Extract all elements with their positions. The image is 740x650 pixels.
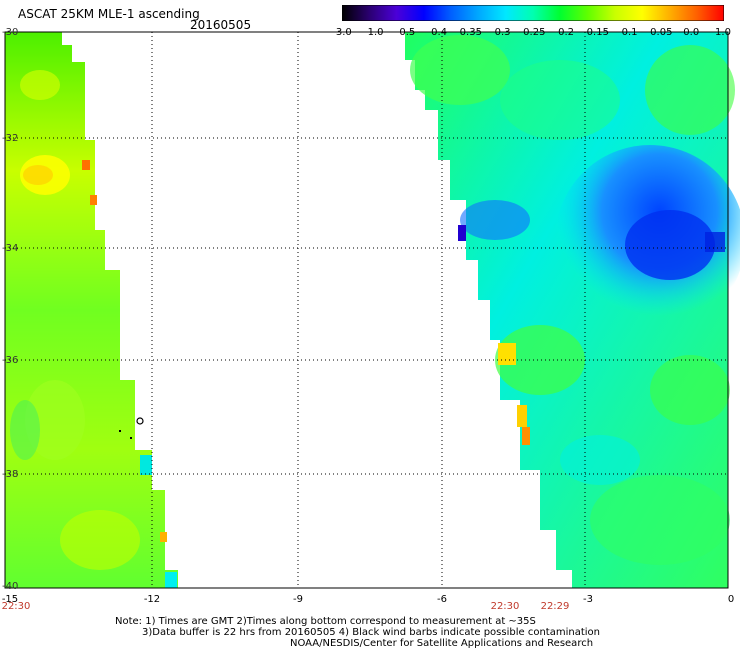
lat-label: -30: [2, 27, 19, 38]
time-label: 22:30: [1, 601, 31, 612]
colorbar-tick-label: -0.2: [554, 27, 575, 38]
lon-label: 0: [727, 594, 735, 605]
colorbar-tick-label: -0.25: [519, 27, 546, 38]
colorbar-tick-label: 0.0: [683, 27, 700, 38]
colorbar-tick-label: -3.0: [332, 27, 352, 38]
map-title: ASCAT 25KM MLE-1 ascending: [18, 7, 200, 21]
note-line-3: NOAA/NESDIS/Center for Satellite Applica…: [290, 638, 594, 649]
graticule: [5, 32, 728, 588]
colorbar: [342, 5, 724, 21]
lon-label: -6: [437, 594, 447, 605]
right-swath: [405, 32, 740, 588]
note-line-1: Note: 1) Times are GMT 2)Times along bot…: [115, 616, 536, 627]
colorbar-tick-label: -0.35: [456, 27, 482, 38]
time-label: 22:30: [490, 601, 520, 612]
colorbar-gradient: [342, 5, 724, 21]
lat-label: -40: [2, 581, 19, 592]
colorbar-tick-label: 1.0: [715, 27, 731, 38]
lat-label: -32: [2, 133, 19, 144]
lon-label: -12: [143, 594, 161, 605]
lat-label: -36: [2, 355, 19, 366]
colorbar-tick-label: -0.4: [427, 27, 448, 38]
lat-label: -38: [2, 469, 19, 480]
lat-label: -34: [2, 243, 19, 254]
left-swath: [5, 32, 178, 588]
colorbar-tick-label: -1.0: [363, 27, 384, 38]
map-date: 20160505: [190, 18, 252, 32]
colorbar-tick-label: -0.05: [646, 27, 673, 38]
lon-label: -9: [293, 594, 303, 605]
colorbar-tick-label: -0.3: [490, 27, 511, 38]
colorbar-tick-label: -0.5: [395, 27, 416, 38]
lon-label: -15: [1, 594, 19, 605]
colorbar-tick-label: -0.1: [617, 27, 638, 38]
note-line-2: 3)Data buffer is 22 hrs from 20160505 4)…: [142, 627, 600, 638]
colorbar-tick-label: -0.15: [583, 27, 609, 38]
lon-label: -3: [583, 594, 593, 605]
time-label: 22:29: [540, 601, 570, 612]
map-frame: [4, 31, 729, 589]
